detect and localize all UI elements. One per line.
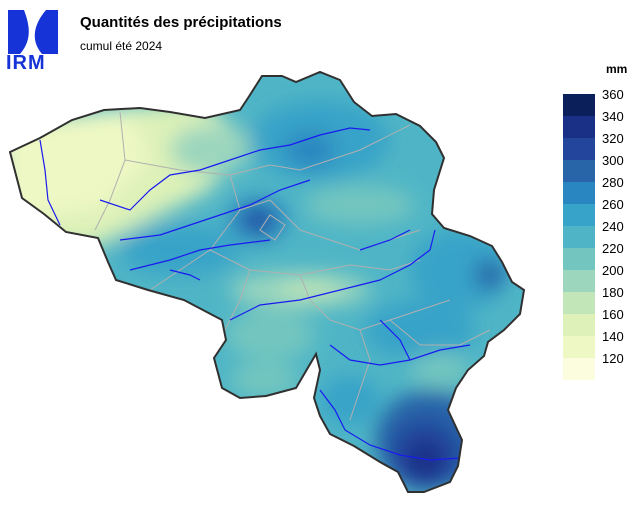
legend-swatch	[563, 226, 595, 248]
legend-tick-label: 220	[602, 241, 624, 256]
color-legend	[563, 94, 595, 380]
irm-logo	[8, 10, 58, 54]
legend-labels: 360 340 320 300 280 260 240 220 200 180 160 140 120	[602, 88, 624, 374]
page-title: Quantités des précipitations	[80, 14, 282, 31]
legend-tick-label: 340	[602, 109, 624, 124]
legend-swatch	[563, 204, 595, 226]
legend-swatch	[563, 182, 595, 204]
logo-text: IRM	[6, 52, 46, 74]
legend-tick-label: 320	[602, 131, 624, 146]
legend-tick-label: 180	[602, 285, 624, 300]
legend-swatch	[563, 270, 595, 292]
legend-tick-label: 280	[602, 175, 624, 190]
legend-tick-label: 120	[602, 351, 624, 366]
page-subtitle: cumul été 2024	[80, 39, 163, 53]
legend-swatch	[563, 336, 595, 358]
legend-tick-label: 140	[602, 329, 624, 344]
legend-swatch	[563, 292, 595, 314]
rainfall-field	[10, 72, 524, 492]
legend-tick-label: 300	[602, 153, 624, 168]
legend-unit: mm	[606, 62, 628, 76]
legend-tick-label: 200	[602, 263, 624, 278]
legend-tick-label: 160	[602, 307, 624, 322]
legend-swatch	[563, 160, 595, 182]
legend-tick-label: 240	[602, 219, 624, 234]
legend-swatch	[563, 314, 595, 336]
legend-swatch	[563, 138, 595, 160]
rivers	[39, 127, 471, 461]
precipitation-map	[9, 71, 525, 493]
province-borders	[94, 111, 491, 421]
legend-swatch	[563, 248, 595, 270]
legend-swatch	[563, 116, 595, 138]
legend-swatch	[563, 358, 595, 380]
legend-tick-label: 260	[602, 197, 624, 212]
legend-tick-label: 360	[602, 87, 624, 102]
legend-swatch	[563, 94, 595, 116]
